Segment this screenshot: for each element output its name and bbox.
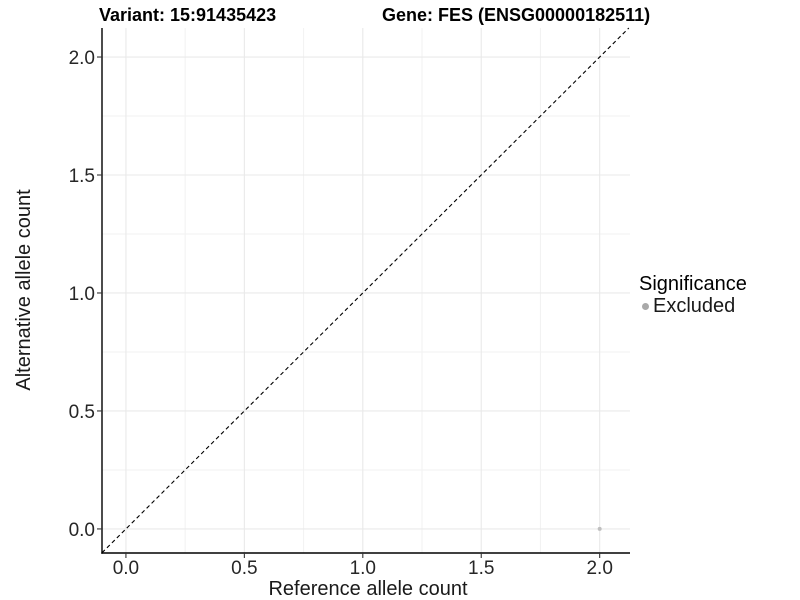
y-tick-label: 0.5 <box>69 402 95 423</box>
tick-labels: 0.0 0.5 1.0 1.5 2.0 0.0 0.5 1.0 1.5 2.0 <box>69 48 613 579</box>
x-tick-label: 1.0 <box>350 558 376 579</box>
y-axis-title: Alternative allele count <box>13 189 35 391</box>
plot-title-variant: Variant: 15:91435423 <box>99 5 277 25</box>
y-tick-label: 0.0 <box>69 520 95 541</box>
y-tick-label: 2.0 <box>69 48 95 69</box>
plot-title-gene: Gene: FES (ENSG00000182511) <box>382 5 651 25</box>
axis-lines <box>101 28 630 554</box>
gridlines <box>102 28 630 553</box>
scatter-point <box>597 526 602 531</box>
legend-item-excluded: Excluded <box>639 295 747 317</box>
legend-point-icon <box>642 302 649 310</box>
y-tick-label: 1.5 <box>69 166 95 187</box>
legend: Significance Excluded <box>639 273 747 317</box>
legend-item-label: Excluded <box>653 294 736 317</box>
x-axis-title: Reference allele count <box>268 578 467 600</box>
legend-title: Significance <box>639 273 747 295</box>
data-points <box>597 526 602 531</box>
dashed-identity-line <box>101 27 630 554</box>
x-tick-label: 0.0 <box>113 558 139 579</box>
tick-marks <box>97 56 601 558</box>
identity-reference-line <box>101 27 630 554</box>
y-tick-label: 1.0 <box>69 284 95 305</box>
x-tick-label: 2.0 <box>586 558 612 579</box>
x-tick-label: 1.5 <box>468 558 494 579</box>
x-tick-label: 0.5 <box>231 558 257 579</box>
